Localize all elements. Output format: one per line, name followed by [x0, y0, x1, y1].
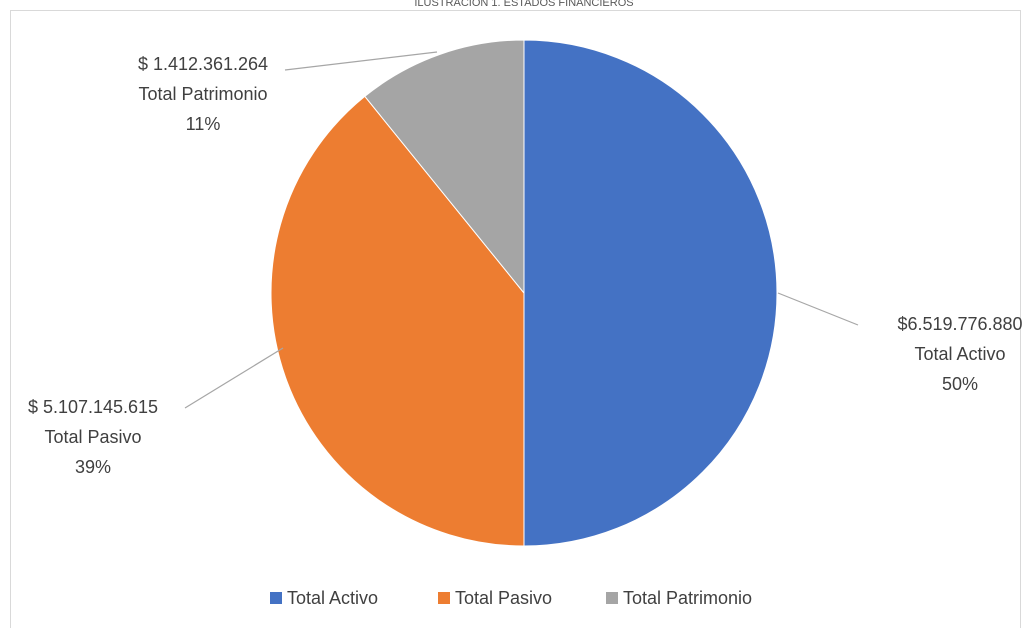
value-label: $ 5.107.145.615 [28, 397, 158, 417]
category-label: Total Pasivo [44, 427, 141, 447]
percent-label: 39% [75, 457, 111, 477]
legend-label: Total Pasivo [455, 588, 552, 608]
percent-label: 50% [942, 374, 978, 394]
leader-line [184, 347, 284, 409]
legend-label: Total Activo [287, 588, 378, 608]
legend-label: Total Patrimonio [623, 588, 752, 608]
value-label: $ 1.412.361.264 [138, 54, 268, 74]
legend-swatch [270, 592, 282, 604]
legend-swatch [606, 592, 618, 604]
chart-title: ILUSTRACIÓN 1. ESTADOS FINANCIEROS [414, 0, 633, 9]
category-label: Total Patrimonio [138, 84, 267, 104]
leader-line [777, 292, 859, 326]
category-label: Total Activo [914, 344, 1005, 364]
pie-slice [270, 95, 525, 547]
pie-slice [364, 39, 525, 295]
legend-swatch [438, 592, 450, 604]
percent-label: 11% [186, 114, 221, 134]
leader-line [284, 51, 438, 71]
value-label: $6.519.776.880 [897, 314, 1022, 334]
pie-slice [523, 39, 778, 547]
